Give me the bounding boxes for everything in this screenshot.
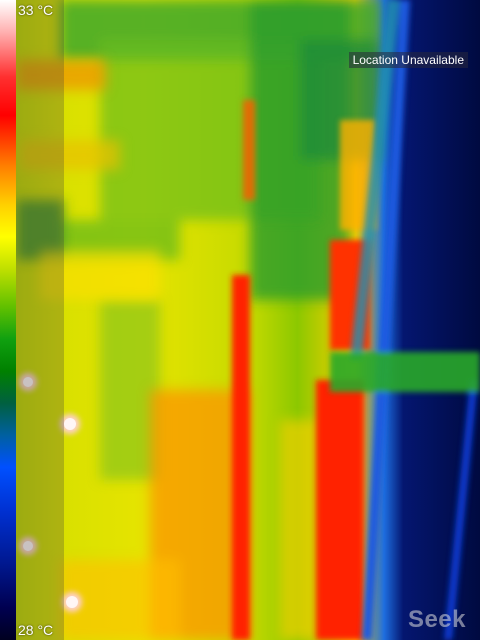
temperature-color-scale (0, 0, 16, 640)
location-status: Location Unavailable (348, 52, 468, 68)
max-temperature-label: 33 °C (18, 2, 54, 18)
brand-watermark: Seek (407, 606, 466, 633)
min-temperature-label: 28 °C (18, 622, 54, 638)
scale-overlay (16, 0, 64, 640)
